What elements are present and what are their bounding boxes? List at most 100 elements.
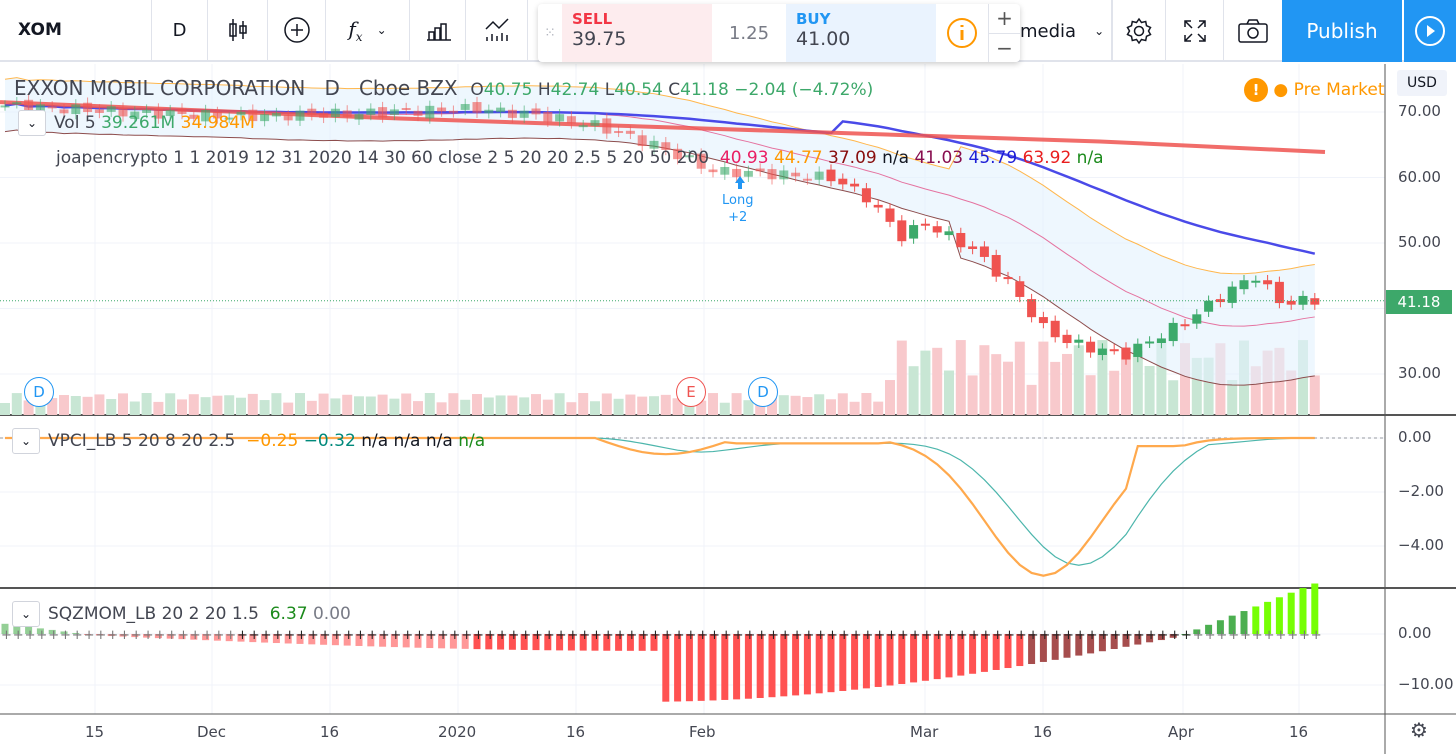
candle-body: [885, 208, 895, 222]
symbol-search[interactable]: XOM: [0, 0, 152, 61]
candle-body: [1215, 299, 1225, 303]
volume-bar: [979, 345, 990, 415]
volume-bar: [354, 396, 364, 415]
dividend-marker[interactable]: D: [24, 377, 54, 407]
momentum-bar: [1098, 634, 1106, 652]
volume-bar: [424, 393, 435, 415]
squeeze-dot: +: [107, 628, 118, 643]
squeeze-dot: +: [674, 628, 685, 643]
layout-dropdown[interactable]: media ⌄: [1020, 0, 1112, 62]
financials-icon[interactable]: [410, 0, 466, 61]
info-icon[interactable]: [936, 4, 988, 62]
study-value: n/a: [1076, 148, 1104, 168]
squeeze-dot: +: [933, 628, 944, 643]
earnings-marker[interactable]: E: [676, 377, 706, 407]
currency-label[interactable]: USD: [1397, 70, 1447, 96]
publish-button[interactable]: Publish: [1282, 0, 1402, 62]
momentum-bar: [662, 634, 670, 702]
candle-body: [1180, 324, 1190, 327]
time-tick: Dec: [197, 723, 227, 741]
squeeze-dot: +: [1228, 628, 1239, 643]
squeeze-dot: +: [520, 628, 531, 643]
volume-bar: [731, 393, 742, 415]
candle-body: [1062, 334, 1072, 344]
candle-body: [47, 106, 57, 109]
collapse-vpci-button[interactable]: ⌄: [12, 428, 40, 454]
chevron-down-icon[interactable]: ⌄: [376, 23, 387, 37]
candle-body: [35, 104, 45, 112]
squeeze-dot: +: [1169, 628, 1180, 643]
momentum-bar: [1205, 624, 1213, 634]
momentum-bar: [13, 625, 21, 634]
squeeze-dot: +: [615, 628, 626, 643]
momentum-bar: [190, 634, 198, 640]
squeeze-dot: +: [744, 628, 755, 643]
volume-bar: [1003, 361, 1013, 415]
volume-bar: [342, 394, 353, 415]
indicators-icon[interactable]: fx ⌄: [326, 0, 410, 61]
fullscreen-icon[interactable]: [1166, 0, 1224, 62]
squeeze-dot: +: [603, 628, 614, 643]
candles-icon[interactable]: [208, 0, 268, 61]
volume-bar: [94, 394, 105, 415]
momentum-bar: [107, 634, 115, 637]
axis-settings-icon[interactable]: ⚙: [1410, 718, 1428, 742]
play-icon[interactable]: [1404, 0, 1456, 62]
candle-body: [614, 131, 624, 134]
vpci-label: VPCI_LB 5 20 8 20 2.5: [48, 431, 236, 451]
candle-body: [1310, 298, 1320, 305]
momentum-bar: [48, 629, 56, 634]
time-tick: Mar: [910, 723, 939, 741]
squeeze-dot: +: [237, 628, 248, 643]
legend-exchange: Cboe BZX: [358, 76, 458, 100]
low-value: 40.54: [614, 80, 663, 100]
dividend-marker[interactable]: D: [748, 377, 778, 407]
candle-body: [743, 170, 753, 177]
collapse-sqz-button[interactable]: ⌄: [12, 601, 40, 627]
buy-button[interactable]: BUY 41.00: [786, 4, 936, 62]
volume-bar: [1227, 379, 1238, 415]
quantity-minus-button[interactable]: −: [989, 32, 1020, 63]
volume-bar: [1286, 370, 1297, 415]
candle-body: [177, 108, 187, 114]
volume-bar: [590, 401, 600, 415]
candle-body: [248, 109, 258, 122]
collapse-volume-button[interactable]: ⌄: [18, 110, 46, 136]
squeeze-dot: +: [1134, 628, 1145, 643]
squeeze-dot: +: [225, 628, 236, 643]
candle-body: [684, 155, 694, 158]
volume-bar: [613, 398, 624, 415]
camera-icon[interactable]: [1224, 0, 1282, 62]
vpci-na: n/a: [393, 431, 421, 451]
price-tick: 30.00: [1398, 364, 1441, 382]
candle-body: [673, 148, 683, 160]
symbol-name: EXXON MOBIL CORPORATION: [14, 76, 306, 100]
squeeze-dot: +: [284, 628, 295, 643]
momentum-bar: [390, 634, 398, 648]
squeeze-dot: +: [1, 628, 12, 643]
settings-icon[interactable]: [1112, 0, 1166, 62]
squeeze-dot: +: [84, 628, 95, 643]
candle-body: [1168, 322, 1178, 342]
candle-body: [507, 109, 517, 118]
sell-button[interactable]: SELL 39.75: [562, 4, 712, 62]
interval-button[interactable]: D: [152, 0, 208, 61]
candle-body: [295, 110, 305, 121]
momentum-bar: [697, 634, 705, 701]
candle-body: [1251, 280, 1261, 283]
pre-market-badge[interactable]: ! ● Pre Market: [1244, 78, 1385, 102]
candle-body: [142, 109, 152, 113]
volume-bar: [118, 393, 128, 415]
quantity-plus-button[interactable]: +: [996, 6, 1013, 31]
drag-handle[interactable]: ⁙: [544, 25, 556, 41]
volume-bar: [177, 399, 187, 415]
upper-band-line: [4, 77, 1315, 275]
momentum-bar: [626, 634, 634, 651]
ma200-line: [0, 100, 1326, 154]
vpci-legend: ⌄ VPCI_LB 5 20 8 20 2.5 −0.25 −0.32 n/a n…: [12, 428, 485, 454]
volume-bar: [519, 397, 530, 415]
compare-icon[interactable]: [466, 0, 528, 61]
add-compare-icon[interactable]: [268, 0, 326, 61]
squeeze-dot: +: [1264, 628, 1275, 643]
chart-canvas[interactable]: + + + + + + + + + + + + + + + + + + + + + + + + + + + + + + + + + + + + + + + +…: [0, 64, 1456, 754]
